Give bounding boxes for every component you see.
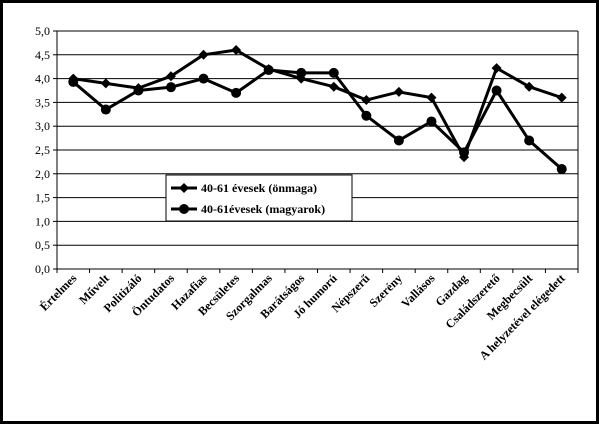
x-tick-label: Vallásos	[398, 271, 438, 311]
y-tick-label: 3,5	[35, 95, 50, 109]
data-point-circle	[231, 87, 242, 98]
data-point-circle	[198, 73, 209, 84]
data-point-diamond	[361, 95, 372, 106]
data-point-diamond	[100, 78, 111, 89]
data-point-diamond	[393, 86, 404, 97]
data-point-circle	[100, 104, 111, 115]
legend-label: 40-61 évesek (önmaga)	[201, 181, 317, 195]
data-point-circle	[165, 82, 176, 93]
x-tick-label: Szerény	[366, 271, 405, 310]
legend: 40-61 évesek (önmaga) 40-61évesek (magyar…	[165, 174, 353, 222]
y-tick-label: 1,0	[35, 214, 50, 228]
data-point-circle	[263, 65, 274, 76]
y-tick-label: 4,0	[35, 72, 50, 86]
y-tick-label: 0,0	[35, 262, 50, 276]
y-tick-label: 0,5	[35, 238, 50, 252]
data-point-circle	[524, 135, 535, 146]
data-point-circle	[459, 147, 470, 158]
data-point-diamond	[165, 71, 176, 82]
data-point-circle	[296, 67, 307, 78]
y-tick-label: 1,5	[35, 191, 50, 205]
data-point-circle	[556, 164, 567, 175]
legend-box	[165, 174, 353, 222]
data-point-diamond	[328, 81, 339, 92]
y-tick-label: 4,5	[35, 48, 50, 62]
data-point-circle	[361, 110, 372, 121]
data-point-circle	[133, 85, 144, 96]
series-group	[68, 45, 567, 175]
data-point-circle	[328, 67, 339, 78]
data-point-diamond	[179, 183, 189, 193]
line-chart: 0,0 0,5 1,0 1,5 2,0 2,5 3,0 3,5 4,0 4,5 5,0 Értelm…	[35, 24, 579, 363]
data-point-circle	[179, 204, 189, 214]
data-point-circle	[491, 85, 502, 96]
x-axis-tick-labels: ÉrtelmesMűveltPolitizálóÖntudatosHazafia…	[37, 271, 568, 363]
series-1	[68, 45, 567, 163]
data-point-diamond	[198, 49, 209, 60]
data-point-diamond	[556, 92, 567, 103]
legend-entry: 40-61évesek (magyarok)	[171, 202, 325, 216]
axes	[53, 30, 579, 273]
y-tick-label: 3,0	[35, 119, 50, 133]
data-point-diamond	[231, 45, 242, 56]
legend-label: 40-61évesek (magyarok)	[201, 202, 325, 216]
y-tick-label: 5,0	[35, 24, 50, 38]
series-line	[73, 48, 563, 159]
x-tick-label: Értelmes	[37, 271, 80, 314]
data-point-circle	[393, 135, 404, 146]
legend-entry: 40-61 évesek (önmaga)	[171, 181, 317, 195]
data-point-diamond	[491, 63, 502, 74]
series-line	[72, 68, 563, 171]
y-tick-label: 2,0	[35, 167, 50, 181]
series-2	[68, 65, 567, 175]
y-axis-tick-labels: 0,0 0,5 1,0 1,5 2,0 2,5 3,0 3,5 4,0 4,5 5,0	[35, 24, 50, 276]
y-tick-label: 2,5	[35, 143, 50, 157]
data-point-diamond	[426, 92, 437, 103]
data-point-diamond	[524, 81, 535, 92]
data-point-circle	[426, 116, 437, 127]
gridlines	[57, 30, 578, 270]
data-point-circle	[68, 76, 79, 87]
